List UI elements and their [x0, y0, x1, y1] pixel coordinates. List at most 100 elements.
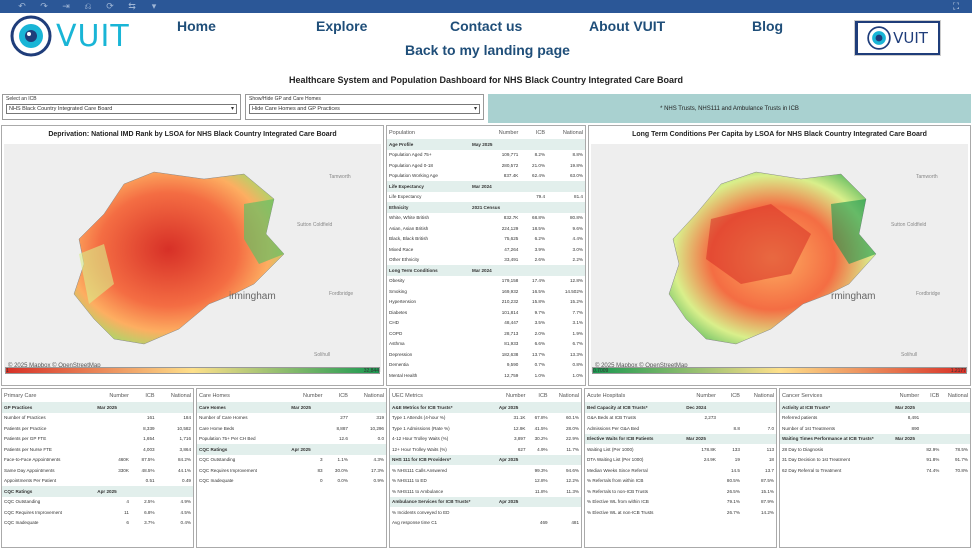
cell-value	[520, 181, 548, 192]
back-to-landing-link[interactable]: Back to my landing page	[405, 42, 570, 58]
ltc-map-svg	[668, 171, 877, 345]
gp-toggle-select[interactable]: Show/Hide GP and Care Homes Hide Care Ho…	[245, 94, 484, 120]
gp-toggle-value[interactable]: Hide Care Homes and GP Practices	[249, 104, 480, 114]
uec-panel: UEC Metrics Number ICB National A&E Metrics …	[389, 388, 582, 548]
deprivation-map[interactable]: irmingham Tamworth Sutton Coldfield Ford…	[4, 144, 381, 372]
cell-value: 9,590	[506, 362, 519, 368]
row-label: Patients per GP FTE	[4, 436, 47, 442]
cell-value	[684, 486, 718, 497]
cell-value: 91.8%	[926, 457, 940, 463]
vuit-logo[interactable]: VUIT	[10, 15, 130, 57]
cell-value	[95, 434, 131, 445]
row-label: Long Term Conditions	[387, 265, 471, 276]
cell-value: 109,771	[501, 152, 519, 158]
table-row: Population Aged 0-18 280,572 21.0% 19.8%	[387, 160, 585, 171]
uec-table: UEC Metrics Number ICB National A&E Metrics …	[390, 389, 581, 528]
cell-value	[741, 433, 776, 444]
nav-about[interactable]: About VUIT	[589, 18, 666, 34]
cell-value: 0.0%	[337, 478, 348, 484]
row-label: 28 Day to Diagnosis	[782, 446, 824, 452]
table-row: Referred patients 8,491	[780, 413, 970, 424]
cell-value	[95, 444, 131, 455]
row-label: CQC Ratings	[2, 486, 96, 497]
cell-value	[520, 139, 548, 150]
cell-value: 161	[146, 415, 155, 421]
cell-value: 3	[320, 457, 323, 463]
cell-value: 4.3%	[373, 457, 384, 463]
cell-value: 0.8%	[572, 362, 583, 368]
cell-value: 10,582	[176, 425, 191, 431]
cell-value	[547, 139, 585, 150]
cell-value: 627	[517, 446, 526, 452]
nav-home[interactable]: Home	[177, 18, 216, 34]
population-panel: Population Number ICB National Age Profile M…	[386, 125, 586, 386]
cell-value: 18	[768, 457, 774, 463]
cell-value	[497, 486, 528, 497]
section-header-row: NHS 111 for ICB Providers* Apr 2025	[390, 454, 581, 465]
cell-value: 2.5%	[144, 499, 155, 505]
row-label: Referred patients	[782, 415, 818, 421]
redo-all-icon[interactable]: ⇥	[62, 1, 70, 11]
row-label: Type 1 Admissions (Rate %)	[392, 425, 450, 431]
cell-value: 14.2%	[760, 509, 774, 515]
map2-town-label: Fordbridge	[916, 291, 941, 297]
map2-town-label: Sutton Coldfield	[891, 222, 927, 228]
section-header-row: Life Expectancy Mar 2024	[387, 181, 585, 192]
nav-contact[interactable]: Contact us	[450, 18, 523, 34]
cell-value: 12.2%	[565, 478, 579, 484]
column-header: National	[753, 392, 774, 399]
icb-select-value[interactable]: NHS Black Country Integrated Care Board	[6, 104, 237, 114]
refresh-icon[interactable]: ⟳	[106, 1, 114, 11]
nav-blog[interactable]: Blog	[752, 18, 784, 34]
column-header: ICB	[338, 392, 348, 399]
cell-value: 1.1%	[337, 457, 348, 463]
map2-credit: © 2025 Mapbox © OpenStreetMap	[595, 363, 688, 369]
table-row: CQC Requires Improvement 83 30.0% 17.3%	[197, 465, 386, 476]
cell-value: Mar 2025	[684, 433, 718, 444]
row-label: Life Expectancy	[387, 181, 471, 192]
ltc-map[interactable]: rmingham Tamworth Sutton Coldfield Fordb…	[591, 144, 968, 372]
column-header: National	[562, 129, 583, 136]
nav-explore[interactable]: Explore	[316, 18, 368, 34]
cell-value	[941, 402, 970, 413]
cell-value: 44.1%	[177, 467, 191, 473]
cell-value: 113	[766, 446, 774, 452]
revert-icon[interactable]: ⎌	[84, 1, 92, 11]
undo-icon[interactable]: ↶	[18, 1, 26, 11]
section-header-row: Elective Waits for ICB Patients Mar 2025	[585, 433, 776, 444]
cell-value	[921, 423, 941, 434]
cancer-panel: Cancer Services Number ICB National Activity…	[779, 388, 971, 548]
cell-value: 14.5	[730, 467, 740, 473]
cell-value	[289, 434, 324, 445]
cell-value: 11.7%	[566, 446, 579, 452]
cell-value: 0.0	[377, 436, 384, 442]
vuit-logo-right[interactable]: VUIT	[854, 20, 941, 56]
cell-value: 80.8%	[569, 215, 583, 221]
fullscreen-icon[interactable]: ⛶	[952, 1, 960, 11]
redo-icon[interactable]: ↷	[40, 1, 48, 11]
cell-value: 101,814	[501, 309, 519, 315]
dropdown-icon[interactable]: ▾	[151, 1, 157, 11]
icb-select[interactable]: Select an ICB NHS Black Country Integrat…	[2, 94, 241, 120]
section-header-row: CQC Ratings Apr 2025	[2, 486, 193, 497]
row-label: % NHS111 to Ambulance	[392, 488, 444, 494]
legend-max: 1.2177	[950, 368, 966, 374]
cell-value: 6	[126, 520, 129, 526]
row-label: Bed Capacity at ICB Trusts*	[585, 402, 685, 413]
cell-value	[95, 423, 131, 434]
section-header-row: Long Term Conditions Mar 2024	[387, 265, 585, 276]
cell-value: 28,713	[504, 330, 519, 336]
row-label: Number of Practices	[4, 415, 46, 421]
table-title: Care Homes	[199, 392, 230, 399]
cell-value: Apr 2025	[95, 486, 131, 497]
table-row: Avg response time C1 469 481	[390, 518, 581, 529]
cell-value: 91.7%	[954, 457, 968, 463]
cell-value: 17.4%	[532, 278, 546, 284]
table-row: Admissions Per G&A Bed 8.8 7.0	[585, 423, 776, 434]
row-label: Admissions Per G&A Bed	[587, 425, 640, 431]
row-label: CQC Outstanding	[4, 499, 41, 505]
cell-value: 9.7%	[534, 309, 546, 315]
pause-icon[interactable]: ⇆	[128, 1, 136, 11]
column-header: National	[170, 392, 191, 399]
map2-town-label: Tamworth	[916, 174, 938, 180]
